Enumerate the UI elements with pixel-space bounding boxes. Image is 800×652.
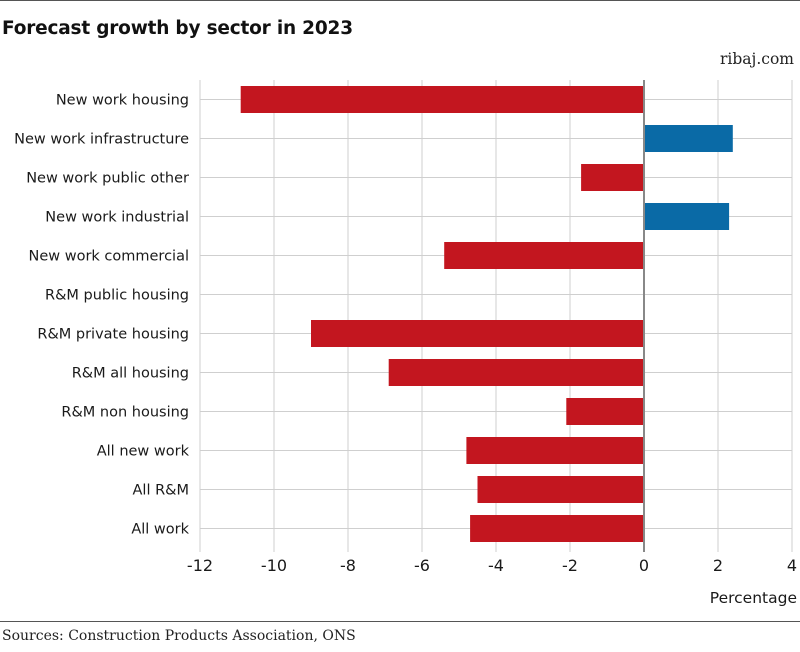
category-label-3: New work industrial <box>45 210 189 226</box>
x-tick-label-5: -2 <box>562 556 578 575</box>
bar-7 <box>388 359 644 386</box>
category-label-7: R&M all housing <box>72 366 189 382</box>
x-tick-label-7: 2 <box>713 556 723 575</box>
bar-9 <box>466 437 644 464</box>
bar-11 <box>470 515 644 542</box>
category-label-1: New work infrastructure <box>14 132 189 148</box>
bar-8 <box>566 398 644 425</box>
category-label-8: R&M non housing <box>61 405 189 421</box>
source-note: Sources: Construction Products Associati… <box>2 628 356 644</box>
bar-6 <box>311 320 644 347</box>
category-label-5: R&M public housing <box>45 288 189 304</box>
bar-1 <box>644 125 733 152</box>
x-tick-label-3: -6 <box>414 556 430 575</box>
top-rule <box>0 0 800 1</box>
category-label-6: R&M private housing <box>37 327 189 343</box>
bar-3 <box>644 203 730 230</box>
bottom-rule <box>0 621 800 622</box>
bar-2 <box>581 164 644 191</box>
x-tick-label-0: -12 <box>187 556 213 575</box>
category-label-10: All R&M <box>133 483 189 499</box>
bar-4 <box>444 242 644 269</box>
bar-0 <box>240 86 644 113</box>
bar-10 <box>477 476 644 503</box>
x-tick-label-6: 0 <box>639 556 649 575</box>
category-label-4: New work commercial <box>28 249 189 265</box>
x-tick-label-1: -10 <box>261 556 287 575</box>
x-axis-label: Percentage <box>710 589 797 607</box>
category-label-2: New work public other <box>26 171 189 187</box>
brand-label: ribaj.com <box>720 50 794 68</box>
x-tick-label-8: 4 <box>787 556 797 575</box>
category-label-11: All work <box>131 522 189 538</box>
x-tick-label-4: -4 <box>488 556 504 575</box>
chart-title: Forecast growth by sector in 2023 <box>2 18 353 39</box>
category-label-9: All new work <box>97 444 190 460</box>
category-label-0: New work housing <box>56 93 189 109</box>
x-tick-label-2: -8 <box>340 556 356 575</box>
bar-chart: New work housing New work infrastructure N… <box>14 80 797 607</box>
